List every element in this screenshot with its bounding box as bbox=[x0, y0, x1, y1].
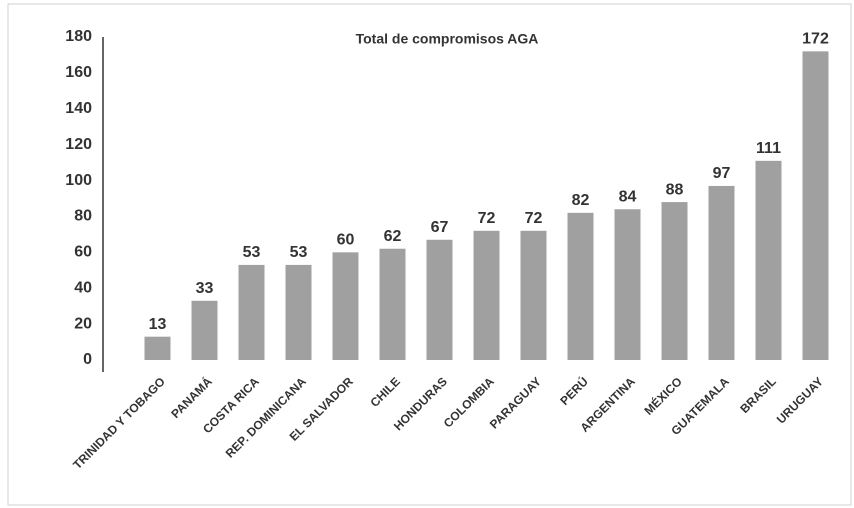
value-label: 53 bbox=[243, 244, 261, 261]
x-tick-label: MÉXICO bbox=[641, 374, 685, 418]
value-label: 88 bbox=[666, 181, 684, 198]
x-tick-label: URUGUAY bbox=[774, 374, 826, 426]
bar bbox=[755, 160, 782, 360]
bar bbox=[332, 252, 359, 360]
bar bbox=[191, 300, 218, 360]
y-tick-label: 0 bbox=[83, 351, 92, 368]
x-tick-label: PANAMÁ bbox=[168, 374, 215, 421]
value-label: 97 bbox=[713, 165, 731, 182]
bar bbox=[426, 239, 453, 360]
y-tick-label: 180 bbox=[65, 28, 92, 45]
y-tick-label: 120 bbox=[65, 136, 92, 153]
value-label: 82 bbox=[572, 192, 590, 209]
value-label: 84 bbox=[619, 188, 637, 205]
y-tick-label: 60 bbox=[74, 244, 92, 261]
x-tick-label: CHILE bbox=[368, 374, 403, 409]
bar bbox=[567, 212, 594, 360]
bar bbox=[379, 248, 406, 360]
y-tick-label: 160 bbox=[65, 64, 92, 81]
y-tick-label: 80 bbox=[74, 208, 92, 225]
x-tick-label: PERÚ bbox=[557, 374, 591, 408]
value-label: 60 bbox=[337, 232, 355, 249]
bar bbox=[661, 202, 688, 360]
chart-title: Total de compromisos AGA bbox=[356, 31, 539, 47]
bar bbox=[285, 264, 312, 360]
bar bbox=[473, 230, 500, 360]
value-label: 62 bbox=[384, 228, 402, 245]
frame bbox=[7, 3, 852, 506]
value-label: 172 bbox=[802, 31, 829, 48]
bar bbox=[520, 230, 547, 360]
y-tick-label: 40 bbox=[74, 279, 92, 296]
value-label: 33 bbox=[196, 280, 214, 297]
value-label: 13 bbox=[149, 316, 167, 333]
x-tick-label: TRINIDAD Y TOBAGO bbox=[70, 374, 168, 472]
value-label: 111 bbox=[756, 140, 781, 157]
value-label: 53 bbox=[290, 244, 308, 261]
bar bbox=[614, 209, 641, 360]
y-tick-label: 140 bbox=[65, 100, 92, 117]
bar bbox=[238, 264, 265, 360]
x-tick-label: REP. DOMINICANA bbox=[223, 374, 309, 460]
x-tick-label: BRASIL bbox=[737, 374, 778, 415]
y-tick-label: 100 bbox=[65, 172, 92, 189]
bar bbox=[144, 336, 171, 360]
value-label: 72 bbox=[478, 210, 496, 227]
value-label: 72 bbox=[525, 210, 543, 227]
bar bbox=[802, 51, 829, 360]
y-tick-label: 20 bbox=[74, 315, 92, 332]
value-label: 67 bbox=[431, 219, 449, 236]
bar bbox=[708, 185, 735, 360]
